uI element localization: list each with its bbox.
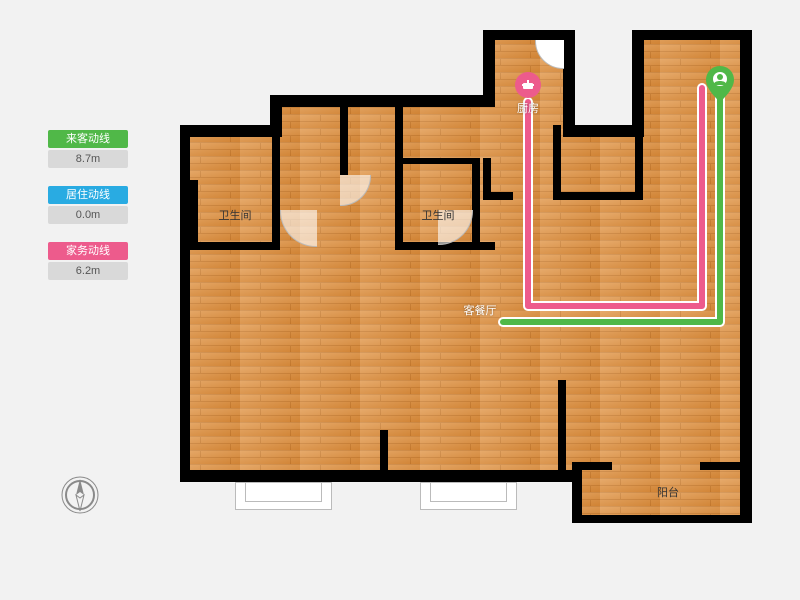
legend-group-chores: 家务动线 6.2m <box>48 242 128 280</box>
kitchen-icon <box>515 72 541 98</box>
window-notch <box>245 482 322 502</box>
wall <box>632 30 752 40</box>
legend-group-visitor: 来客动线 8.7m <box>48 130 128 168</box>
legend: 来客动线 8.7m 居住动线 0.0m 家务动线 6.2m <box>48 130 128 298</box>
wall <box>740 30 752 475</box>
wall <box>483 192 513 200</box>
wall <box>483 30 495 107</box>
wall <box>483 30 573 40</box>
wall <box>180 125 190 475</box>
wall <box>180 125 280 137</box>
wall <box>272 137 280 250</box>
legend-value-visitor: 8.7m <box>48 150 128 168</box>
wall <box>395 105 403 250</box>
wall <box>572 462 582 522</box>
wall <box>190 180 198 250</box>
wall <box>380 430 388 480</box>
wall <box>403 158 478 164</box>
legend-label-chores: 家务动线 <box>48 242 128 260</box>
entrance-pin-icon <box>706 66 734 102</box>
compass-icon <box>60 475 100 515</box>
wall <box>563 30 575 137</box>
wall <box>632 30 644 137</box>
wall <box>553 192 643 200</box>
floor-plan: 卫生间 卫生间 厨房 客餐厅 阳台 <box>180 30 760 570</box>
wall <box>340 105 348 175</box>
wall <box>740 462 752 522</box>
wall <box>553 125 561 200</box>
wall <box>558 380 566 480</box>
wall <box>270 95 495 107</box>
legend-label-visitor: 来客动线 <box>48 130 128 148</box>
wall <box>190 242 280 250</box>
legend-label-living: 居住动线 <box>48 186 128 204</box>
wall <box>635 125 643 200</box>
window-notch <box>430 482 507 502</box>
wall <box>563 125 643 137</box>
legend-value-chores: 6.2m <box>48 262 128 280</box>
wall <box>572 515 752 523</box>
wall <box>472 158 480 250</box>
legend-group-living: 居住动线 0.0m <box>48 186 128 224</box>
wall <box>572 462 612 470</box>
wall <box>700 462 750 470</box>
legend-value-living: 0.0m <box>48 206 128 224</box>
